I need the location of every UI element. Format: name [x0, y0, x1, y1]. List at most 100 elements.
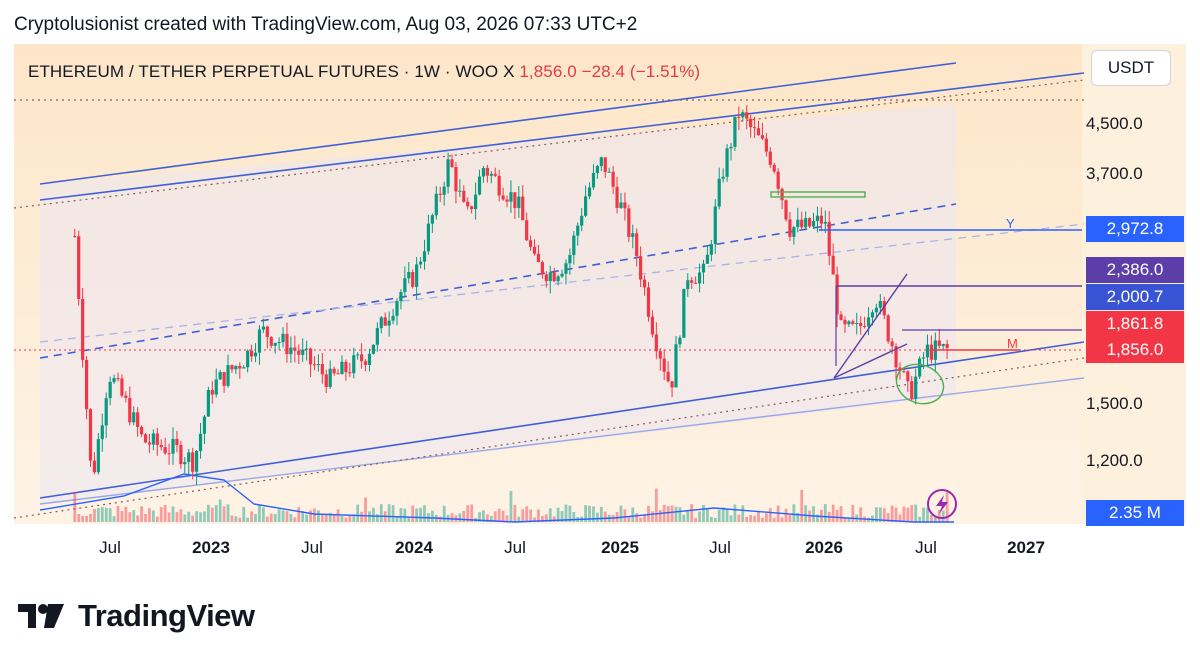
- candle-body: [446, 159, 450, 187]
- candle-body: [214, 379, 218, 395]
- volume-bar: [702, 505, 705, 522]
- candle-body: [273, 342, 277, 346]
- candle-body: [827, 221, 831, 256]
- volume-bar: [305, 514, 309, 522]
- candle-body: [725, 148, 729, 177]
- volume-bar: [183, 514, 187, 522]
- volume-bar: [717, 509, 721, 522]
- candle-body: [206, 390, 210, 417]
- volume-bar: [395, 516, 399, 522]
- volume-bar: [772, 517, 776, 522]
- candle-body: [552, 272, 556, 282]
- candle-body: [116, 378, 120, 380]
- candle-body: [509, 192, 513, 202]
- volume-bar: [682, 514, 686, 522]
- candle-body: [591, 172, 596, 188]
- volume-bar: [843, 517, 847, 522]
- candle-body: [477, 176, 482, 195]
- candle-body: [642, 279, 647, 288]
- volume-bar: [336, 509, 340, 522]
- candle-body: [721, 176, 725, 179]
- candle-body: [391, 315, 395, 321]
- price-label-2386: 2,386.0: [1086, 257, 1184, 283]
- volume-bar: [945, 492, 949, 522]
- volume-bar: [407, 517, 411, 522]
- candle-body: [918, 358, 922, 377]
- volume-bar: [658, 509, 662, 522]
- volume-bar: [643, 514, 646, 522]
- candle-body: [458, 190, 462, 192]
- volume-bar: [281, 510, 285, 522]
- volume-bar: [741, 505, 745, 522]
- volume-bar: [163, 505, 167, 522]
- volume-bar: [187, 511, 191, 522]
- volume-bar: [721, 507, 725, 522]
- volume-bar: [690, 504, 694, 522]
- volume-bar: [222, 506, 226, 522]
- volume-bar: [564, 504, 568, 522]
- candle-body: [348, 372, 352, 374]
- candle-body: [418, 261, 423, 265]
- candle-body: [422, 251, 427, 262]
- candle-body: [415, 264, 419, 287]
- tradingview-logo: TradingView: [18, 598, 255, 634]
- candle-body: [497, 175, 501, 196]
- candle-body: [874, 307, 878, 313]
- candle-body: [603, 157, 607, 173]
- candle-body: [202, 416, 207, 434]
- candle-body: [297, 350, 301, 355]
- volume-bar: [584, 505, 588, 522]
- volume-bar: [745, 517, 749, 522]
- volume-bar: [313, 508, 316, 522]
- candle-body: [666, 371, 670, 382]
- candle-body: [697, 272, 702, 284]
- candle-body: [772, 164, 776, 172]
- candle-body: [124, 395, 128, 398]
- volume-bar: [902, 506, 906, 522]
- candle-body: [320, 364, 324, 375]
- candle-body: [363, 361, 368, 365]
- volume-bar: [588, 505, 591, 522]
- candle-body: [733, 116, 737, 147]
- volume-bar: [639, 517, 643, 522]
- candle-body: [403, 278, 407, 293]
- volume-bar: [713, 517, 717, 522]
- candle-body: [167, 453, 171, 455]
- volume-bar: [423, 505, 426, 522]
- volume-bar: [737, 514, 741, 522]
- candle-body: [501, 195, 505, 200]
- volume-bar: [882, 508, 886, 522]
- candle-body: [870, 312, 875, 318]
- upper-channel-line-2: [39, 72, 1085, 201]
- volume-bar: [340, 516, 344, 522]
- candle-body: [175, 438, 179, 445]
- candle-body: [843, 319, 847, 325]
- lower-channel-line-2: [39, 377, 1085, 505]
- volume-bar: [151, 510, 155, 522]
- candle-body: [387, 320, 391, 326]
- candle-body: [800, 219, 804, 228]
- candle-body: [686, 280, 690, 289]
- volume-bar: [568, 505, 572, 522]
- lightning-icon-ring: [927, 489, 957, 519]
- volume-bar: [757, 510, 760, 522]
- candle-body: [411, 272, 415, 287]
- candle-body: [187, 452, 191, 463]
- chart-canvas[interactable]: YM: [14, 44, 1186, 568]
- candle-body: [855, 322, 859, 324]
- candle-body: [607, 171, 611, 173]
- volume-bar: [265, 516, 269, 522]
- volume-bar: [391, 505, 395, 522]
- volume-bar: [379, 504, 383, 522]
- volume-bar: [159, 507, 163, 522]
- volume-bar: [627, 516, 631, 522]
- currency-unit-button[interactable]: USDT: [1091, 50, 1171, 86]
- candle-body: [576, 225, 580, 236]
- candle-body: [198, 433, 203, 452]
- candle-body: [886, 315, 890, 342]
- candle-body: [104, 398, 108, 426]
- volume-bar: [678, 507, 682, 522]
- volume-bar: [430, 510, 434, 522]
- candle-body: [513, 192, 517, 209]
